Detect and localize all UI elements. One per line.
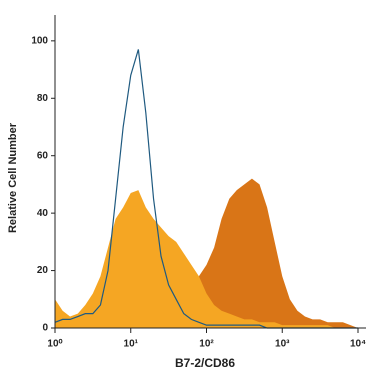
x-tick-label: 10³ xyxy=(275,339,290,350)
y-tick-label: 0 xyxy=(42,323,48,334)
x-tick-label: 10⁰ xyxy=(47,339,62,350)
y-tick-label: 40 xyxy=(37,208,49,219)
y-axis-title: Relative Cell Number xyxy=(7,122,19,233)
x-tick-label: 10² xyxy=(199,339,214,350)
histogram-area xyxy=(55,190,358,328)
y-tick-label: 100 xyxy=(31,35,48,46)
y-tick-label: 20 xyxy=(37,265,49,276)
y-tick-label: 60 xyxy=(37,150,49,161)
histogram-area xyxy=(55,178,358,328)
x-tick-label: 10⁴ xyxy=(350,339,366,350)
x-axis-title: B7-2/CD86 xyxy=(175,356,235,370)
x-tick-label: 10¹ xyxy=(124,339,139,350)
y-tick-label: 80 xyxy=(37,93,49,104)
